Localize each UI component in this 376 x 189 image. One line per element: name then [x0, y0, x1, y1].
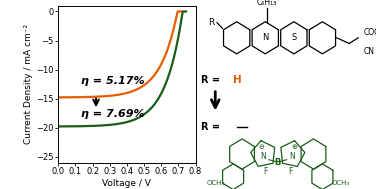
- Y-axis label: Current Density / mA cm⁻²: Current Density / mA cm⁻²: [24, 24, 33, 144]
- Text: R =: R =: [201, 122, 223, 132]
- Text: OCH₃: OCH₃: [206, 180, 224, 186]
- Text: CN: CN: [364, 46, 374, 56]
- Text: N: N: [262, 33, 268, 42]
- X-axis label: Voltage / V: Voltage / V: [103, 179, 151, 188]
- Text: C₆H₁₃: C₆H₁₃: [257, 0, 277, 7]
- Text: η = 7.69%: η = 7.69%: [80, 109, 144, 119]
- Text: B: B: [274, 158, 281, 167]
- Text: R =: R =: [201, 75, 223, 85]
- Text: COOH: COOH: [364, 28, 376, 37]
- Text: OCH₃: OCH₃: [331, 180, 349, 186]
- Text: N: N: [289, 152, 295, 161]
- Text: N: N: [261, 152, 266, 161]
- Text: ⊖: ⊖: [259, 144, 265, 150]
- Text: η = 5.17%: η = 5.17%: [80, 76, 144, 86]
- Text: F: F: [263, 167, 267, 177]
- Text: S: S: [291, 33, 296, 42]
- Text: H: H: [233, 75, 242, 85]
- Text: R: R: [209, 18, 215, 27]
- Text: F: F: [288, 167, 293, 177]
- Text: ⊕: ⊕: [291, 144, 297, 150]
